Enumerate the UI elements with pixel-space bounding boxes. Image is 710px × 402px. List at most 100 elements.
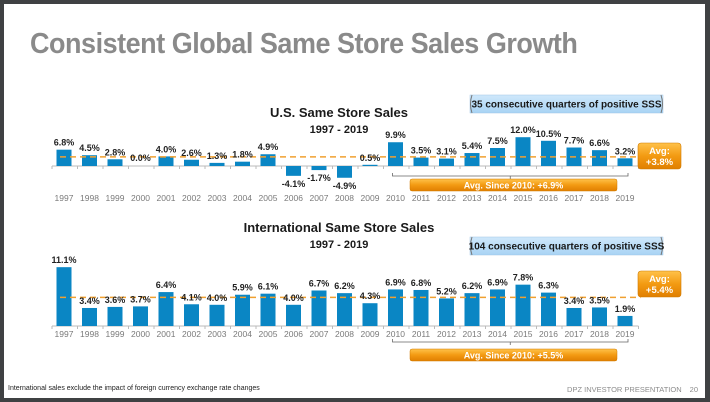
chart-subtitle: 1997 - 2019 (310, 239, 369, 251)
value-label-2002: 4.1% (181, 292, 202, 302)
value-label-2009: 4.3% (360, 291, 381, 301)
page-number: 20 (689, 385, 698, 394)
chart-subtitle: 1997 - 2019 (310, 124, 369, 136)
callout-text: 104 consecutive quarters of positive SSS (469, 242, 665, 253)
value-label-2019: 1.9% (615, 304, 636, 314)
year-label-2005: 2005 (259, 329, 278, 339)
bar-1997 (56, 149, 72, 166)
year-label-2011: 2011 (412, 193, 431, 203)
brace-right (660, 236, 663, 256)
bar-2015 (515, 137, 531, 166)
year-label-2019: 2019 (616, 193, 635, 203)
year-label-2013: 2013 (463, 193, 482, 203)
slide (4, 4, 705, 398)
year-label-2006: 2006 (284, 193, 303, 203)
year-label-2011: 2011 (412, 329, 431, 339)
footer: DPZ INVESTOR PRESENTATION 20 (559, 385, 698, 394)
value-label-2019: 3.2% (615, 146, 636, 156)
value-label-2012: 5.2% (436, 286, 457, 296)
bar-1998 (82, 307, 97, 326)
since-2010-banner-bg (409, 348, 618, 362)
bar-2008 (337, 166, 352, 178)
year-label-2001: 2001 (157, 193, 176, 203)
year-label-2012: 2012 (437, 193, 456, 203)
footer-label: DPZ INVESTOR PRESENTATION (567, 385, 682, 394)
bar-2000 (133, 306, 148, 326)
year-label-2006: 2006 (284, 329, 303, 339)
value-label-2003: 1.3% (207, 151, 228, 161)
average-badge-line1: Avg: (649, 274, 670, 285)
bar-2006 (286, 304, 301, 326)
average-badge-line1: Avg: (649, 146, 670, 157)
value-label-2018: 3.5% (589, 295, 610, 305)
callout-box: 104 consecutive quarters of positive SSS (469, 236, 665, 256)
bar-2018 (592, 307, 607, 326)
value-label-2013: 5.4% (462, 141, 483, 151)
value-label-2007: -1.7% (307, 173, 331, 183)
bar-2005 (260, 293, 276, 326)
since-2010-banner: Avg. Since 2010: +5.5% (409, 348, 618, 362)
year-label-2007: 2007 (310, 329, 329, 339)
bar-2005 (260, 154, 276, 166)
value-label-2010: 6.9% (385, 277, 406, 287)
value-label-2000: 3.7% (130, 294, 151, 304)
since-2010-bracket (392, 173, 629, 179)
bar-2003 (209, 162, 225, 166)
value-label-2016: 10.5% (536, 129, 562, 139)
brace-left (470, 94, 473, 114)
value-label-2016: 6.3% (538, 281, 559, 291)
bar-2019 (617, 158, 633, 166)
year-label-1999: 1999 (106, 329, 125, 339)
since-2010-banner-bg (409, 178, 618, 192)
value-label-2003: 4.0% (207, 293, 228, 303)
year-label-2013: 2013 (463, 329, 482, 339)
since-2010-banner-text: Avg. Since 2010: +5.5% (464, 351, 563, 361)
bar-2019 (617, 315, 633, 326)
bar-2013 (464, 153, 480, 166)
chart-title: International Same Store Sales (244, 220, 435, 235)
year-label-2010: 2010 (386, 329, 405, 339)
footnote: International sales exclude the impact o… (8, 385, 260, 392)
bar-2007 (311, 290, 327, 326)
value-label-2001: 6.4% (156, 280, 177, 290)
year-label-2018: 2018 (590, 329, 609, 339)
brace-left (470, 236, 473, 256)
year-label-2014: 2014 (488, 193, 507, 203)
value-label-2001: 4.0% (156, 144, 177, 154)
value-label-2014: 7.5% (487, 136, 508, 146)
value-label-2015: 12.0% (510, 125, 536, 135)
chart-title: U.S. Same Store Sales (270, 105, 408, 120)
year-label-2016: 2016 (539, 329, 558, 339)
value-label-2005: 4.9% (258, 142, 279, 152)
bar-2010 (388, 142, 403, 166)
average-badge: Avg:+3.8% (637, 142, 682, 170)
bar-2012 (439, 298, 454, 326)
bar-2016 (541, 140, 556, 166)
value-label-2006: 4.0% (283, 293, 304, 303)
year-label-1997: 1997 (55, 193, 74, 203)
value-label-2005: 6.1% (258, 282, 279, 292)
bar-2017 (566, 307, 582, 326)
slide-title: Consistent Global Same Store Sales Growt… (30, 28, 578, 60)
bar-2006 (286, 166, 301, 176)
average-badge-bg (637, 270, 682, 298)
bar-1998 (82, 155, 97, 166)
bar-2008 (337, 293, 352, 326)
bar-2004 (235, 294, 250, 326)
since-2010-banner-text: Avg. Since 2010: +6.9% (464, 181, 563, 191)
year-label-2003: 2003 (208, 193, 227, 203)
year-label-2000: 2000 (131, 329, 150, 339)
bar-2001 (158, 292, 174, 326)
bar-2004 (235, 161, 250, 166)
value-label-2015: 7.8% (513, 273, 534, 283)
since-2010-banner: Avg. Since 2010: +6.9% (409, 178, 618, 192)
bar-2002 (184, 304, 199, 326)
value-label-2010: 9.9% (385, 130, 406, 140)
us-sss-chart: U.S. Same Store Sales 1997 - 2019 35 conse… (51, 94, 682, 203)
bar-2009 (362, 303, 378, 326)
year-label-2000: 2000 (131, 193, 150, 203)
year-label-1997: 1997 (55, 329, 74, 339)
bar-2012 (439, 158, 454, 166)
year-label-2014: 2014 (488, 329, 507, 339)
